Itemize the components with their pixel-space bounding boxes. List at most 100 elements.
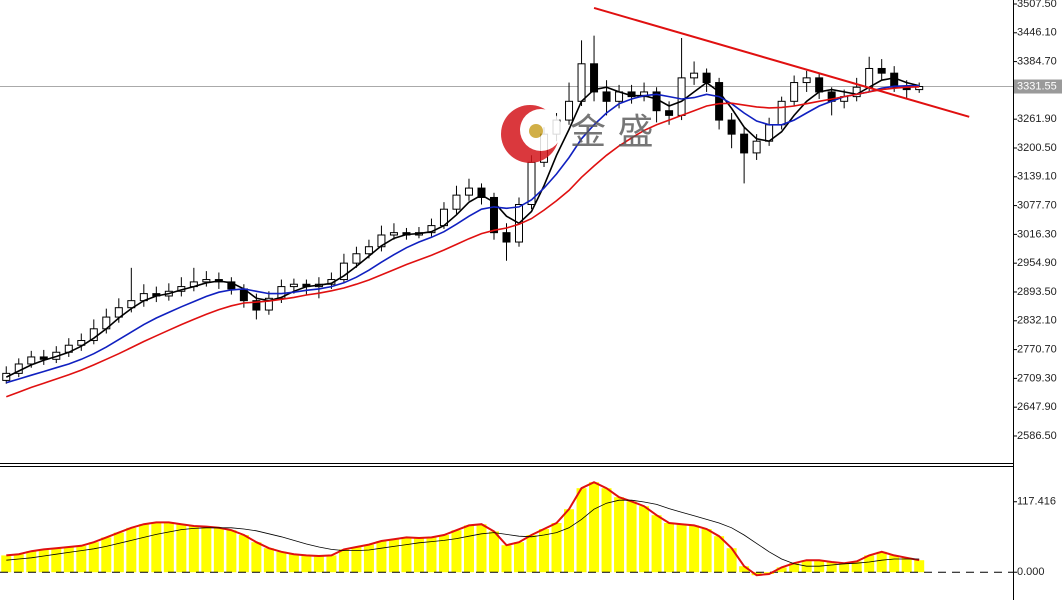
histogram-bar <box>789 563 800 573</box>
candle-body <box>452 194 461 210</box>
candle-body <box>752 140 761 154</box>
histogram-bar <box>163 522 174 573</box>
logo <box>501 105 562 163</box>
histogram-bar <box>501 545 512 573</box>
histogram-bar <box>714 536 725 573</box>
candle-body <box>39 356 48 360</box>
candle-body <box>727 119 736 135</box>
candle-body <box>915 86 924 91</box>
candle-body <box>865 67 874 88</box>
y-tick-label: 117.416 <box>1017 496 1056 508</box>
y-tick-label: 0.000 <box>1017 566 1045 578</box>
histogram-bar <box>26 551 37 573</box>
histogram-bar <box>839 563 850 573</box>
histogram-bar <box>676 524 687 573</box>
histogram-bar <box>476 524 487 573</box>
candle-body <box>565 100 574 121</box>
histogram-bar <box>664 523 675 573</box>
candle-body <box>352 253 361 264</box>
histogram-bar <box>426 537 437 573</box>
last-price-label: 3331.55 <box>1017 80 1057 92</box>
signal-line <box>6 499 920 567</box>
histogram-bar <box>113 532 124 573</box>
histogram-bar <box>751 572 762 576</box>
histogram-bar <box>338 549 349 573</box>
histogram-bar <box>213 527 224 573</box>
histogram-bar <box>701 529 712 573</box>
histogram-bar <box>876 551 887 573</box>
histogram-bar <box>401 537 412 573</box>
histogram-bar <box>226 530 237 573</box>
histogram-bar <box>901 557 912 573</box>
y-tick-label: 2770.70 <box>1017 343 1057 355</box>
histogram-bar <box>238 535 249 573</box>
histogram-bar <box>739 566 750 573</box>
y-tick-label: 3384.70 <box>1017 55 1057 67</box>
histogram-bar <box>51 548 62 573</box>
logo-dot <box>529 124 543 138</box>
candle-body <box>702 72 711 84</box>
y-tick-label: 3077.70 <box>1017 199 1057 211</box>
histogram-bar <box>126 527 137 573</box>
histogram-bar <box>151 522 162 573</box>
histogram-bar <box>63 547 74 573</box>
histogram-bar <box>263 548 274 573</box>
candle-body <box>802 77 811 84</box>
histogram-bar <box>651 515 662 573</box>
candle-body <box>264 297 273 311</box>
candle-body <box>77 340 86 346</box>
histogram-bar <box>914 560 925 573</box>
histogram-bar <box>826 562 837 573</box>
candle-body <box>677 77 686 116</box>
histogram-bar <box>451 530 462 573</box>
y-tick-label: 3016.30 <box>1017 228 1057 240</box>
histogram-bar <box>551 523 562 573</box>
candle-body <box>502 232 511 243</box>
histogram-bar <box>463 525 474 573</box>
histogram-bar <box>589 482 600 573</box>
histogram-bar <box>176 524 187 573</box>
histogram-bar <box>526 535 537 573</box>
candle-body <box>364 246 373 255</box>
moving-average <box>5 77 920 378</box>
moving-average <box>6 86 920 398</box>
candle-body <box>640 91 649 98</box>
candle-body <box>602 91 611 102</box>
y-tick-label: 3446.10 <box>1017 27 1057 39</box>
y-tick-label: 2832.10 <box>1017 315 1057 327</box>
histogram-bar <box>576 488 587 573</box>
histogram-bar <box>38 549 49 573</box>
y-tick-label: 2709.30 <box>1017 372 1057 384</box>
histogram-bar <box>564 509 575 573</box>
histogram-bar <box>413 538 424 573</box>
histogram-bar <box>488 531 499 573</box>
histogram-bar <box>201 526 212 573</box>
histogram-bar <box>726 548 737 573</box>
histogram-bar <box>88 542 99 573</box>
histogram-bar <box>626 501 637 573</box>
histogram-bar <box>301 555 312 573</box>
histogram-bar <box>851 561 862 573</box>
histogram-bar <box>689 525 700 573</box>
histogram-bar <box>639 506 650 573</box>
y-tick-label: 2586.50 <box>1017 430 1057 442</box>
candle-body <box>590 63 599 93</box>
y-tick-label: 3507.50 <box>1017 0 1057 10</box>
candle-body <box>715 82 724 121</box>
candle-body <box>27 356 36 365</box>
candle-body <box>289 283 298 288</box>
histogram-bar <box>614 497 625 573</box>
y-tick-label: 2893.50 <box>1017 286 1057 298</box>
histogram-bar <box>776 567 787 573</box>
last-price-box <box>1014 79 1062 94</box>
moving-average <box>6 85 920 384</box>
histogram-bar <box>251 542 262 573</box>
histogram-bar <box>138 524 149 573</box>
histogram-bar <box>376 541 387 573</box>
histogram-bar <box>276 551 287 573</box>
candle-body <box>740 133 749 154</box>
candle-body <box>665 110 674 116</box>
y-tick-label: 3139.10 <box>1017 171 1057 183</box>
